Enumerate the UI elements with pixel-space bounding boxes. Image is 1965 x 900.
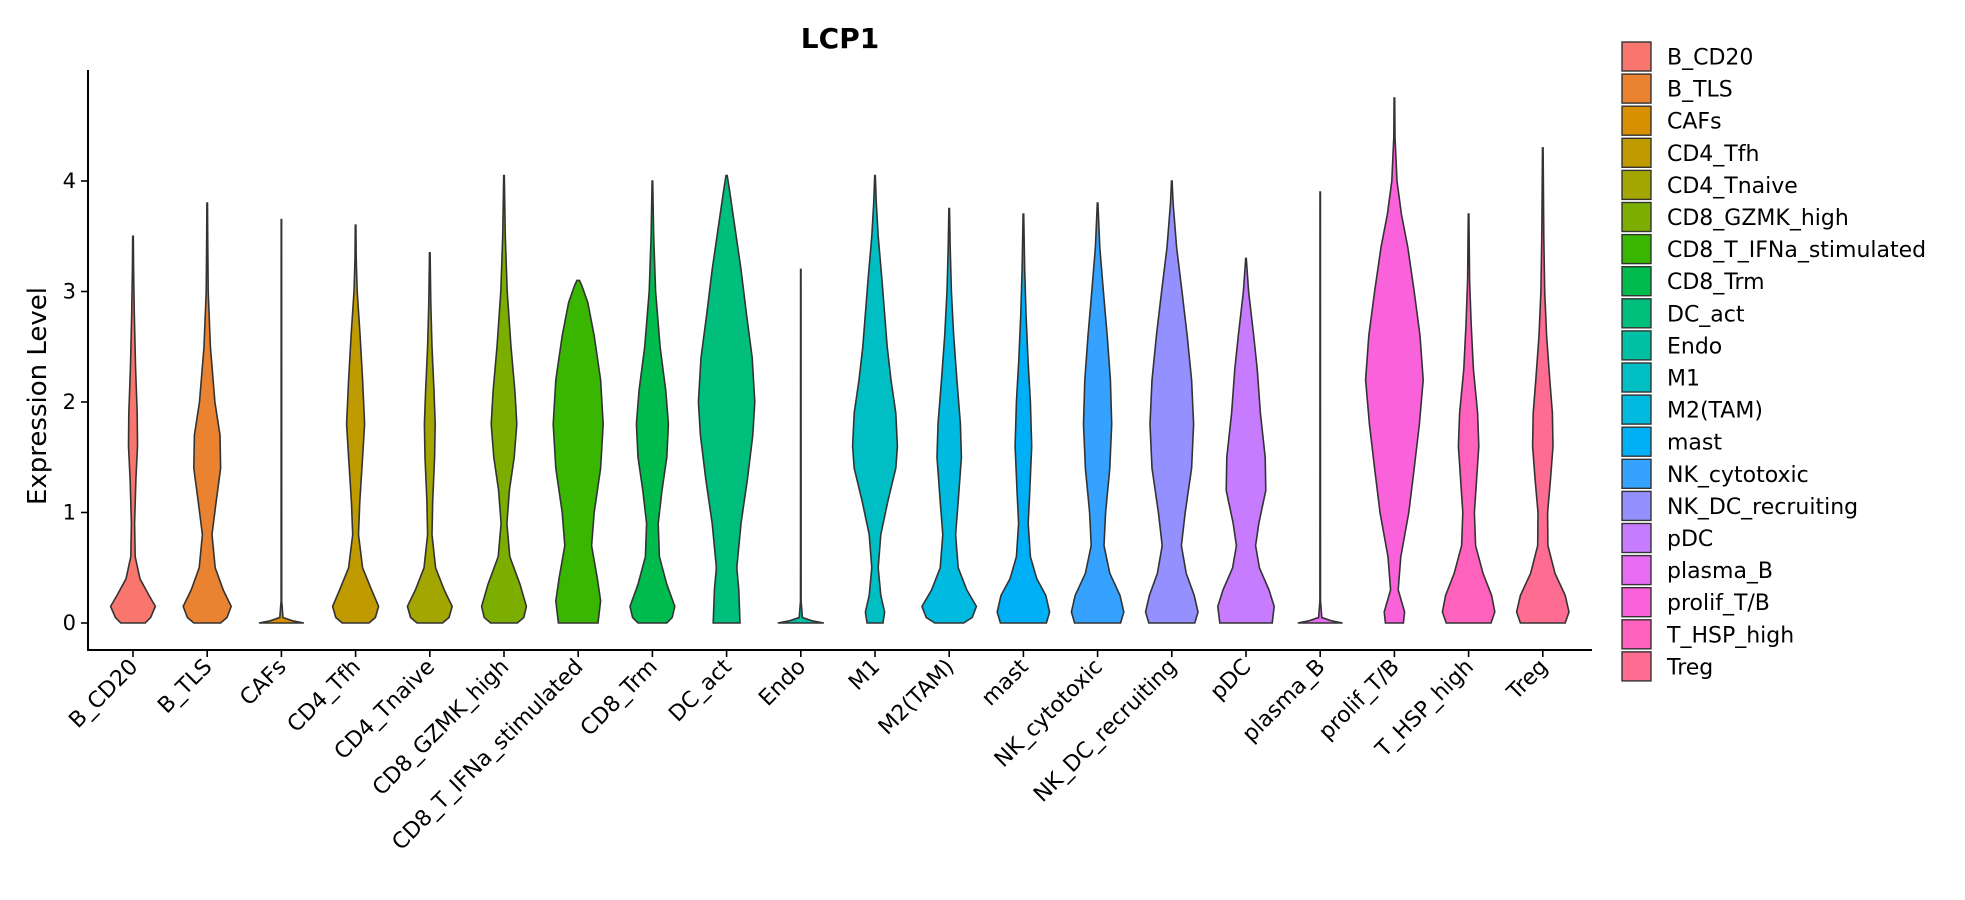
x-tick-label: CAFs bbox=[235, 655, 291, 711]
legend-swatch bbox=[1621, 619, 1652, 650]
y-ticks: 0 1 2 3 4 bbox=[63, 169, 88, 635]
x-tick-label: CD8_Trm bbox=[576, 655, 663, 742]
violin-cd8-gzmk-high bbox=[480, 174, 528, 624]
y-axis-label: Expression Level bbox=[23, 287, 53, 505]
x-tick-label: CD8_GZMK_high bbox=[368, 655, 514, 801]
violin-dc-act bbox=[697, 174, 756, 624]
legend-label: NK_cytotoxic bbox=[1667, 463, 1809, 488]
x-tick-label: B_TLS bbox=[153, 655, 217, 719]
legend: B_CD20 B_TLS CAFs CD4_Tfh CD4_Tnaive CD8_GZMK… bbox=[1621, 41, 1926, 682]
legend-label: T_HSP_high bbox=[1666, 623, 1794, 648]
legend-label: CD8_T_IFNa_stimulated bbox=[1667, 238, 1926, 263]
legend-swatch bbox=[1621, 458, 1652, 489]
legend-swatch bbox=[1621, 330, 1652, 361]
legend-label: M2(TAM) bbox=[1667, 399, 1763, 424]
violin-b-cd20 bbox=[109, 235, 157, 624]
axes bbox=[87, 70, 1592, 651]
legend-label: B_CD20 bbox=[1667, 46, 1753, 71]
x-tick-label: mast bbox=[977, 654, 1034, 711]
violin-cafs bbox=[258, 218, 304, 624]
legend-label: Treg bbox=[1666, 655, 1713, 680]
x-tick-label: M1 bbox=[844, 655, 885, 696]
legend-swatch bbox=[1621, 169, 1652, 201]
violin-t-hsp-high bbox=[1441, 213, 1496, 624]
violin-treg bbox=[1515, 147, 1570, 624]
violin-cd8-t-ifna-stimulated bbox=[552, 279, 605, 624]
legend-swatch bbox=[1621, 137, 1652, 169]
y-tick-label: 0 bbox=[63, 611, 76, 635]
legend-label: plasma_B bbox=[1667, 559, 1773, 584]
legend-swatch bbox=[1621, 233, 1652, 265]
legend-swatch bbox=[1621, 201, 1652, 233]
legend-swatch bbox=[1621, 394, 1652, 425]
violin-endo bbox=[777, 268, 824, 624]
y-tick-label: 4 bbox=[63, 169, 76, 193]
legend-label: M1 bbox=[1667, 367, 1700, 392]
violin-layer bbox=[109, 97, 1570, 624]
violin-cd4-tfh bbox=[331, 224, 380, 624]
x-ticks: B_CD20 B_TLS CAFsCD4_TfhCD4_TnaiveCD8_GZMK… bbox=[64, 650, 1553, 855]
violin-cd8-trm bbox=[629, 180, 676, 624]
x-tick-label: Endo bbox=[754, 655, 811, 712]
x-tick-label: pDC bbox=[1206, 655, 1256, 705]
violin-b-tls bbox=[182, 202, 233, 624]
legend-label: Endo bbox=[1667, 334, 1722, 359]
violin-m2-tam- bbox=[921, 207, 978, 624]
legend-label: DC_act bbox=[1667, 302, 1745, 327]
legend-swatch bbox=[1621, 105, 1652, 136]
legend-swatch bbox=[1621, 41, 1652, 72]
violin-pdc bbox=[1216, 257, 1276, 624]
legend-label: pDC bbox=[1667, 527, 1713, 552]
y-tick-label: 1 bbox=[63, 501, 76, 525]
violin-mast bbox=[996, 213, 1051, 624]
violin-nk-cytotoxic bbox=[1070, 202, 1125, 624]
legend-label: CAFs bbox=[1667, 110, 1722, 135]
violin-cd4-tnaive bbox=[406, 252, 454, 624]
legend-label: CD4_Tnaive bbox=[1667, 174, 1798, 199]
legend-swatch bbox=[1621, 554, 1652, 586]
legend-swatch bbox=[1621, 587, 1652, 618]
legend-swatch bbox=[1621, 362, 1652, 393]
chart-title: LCP1 bbox=[801, 22, 879, 55]
legend-label: B_TLS bbox=[1667, 78, 1733, 103]
legend-swatch bbox=[1621, 522, 1652, 554]
legend-label: CD8_GZMK_high bbox=[1667, 206, 1849, 231]
legend-swatch bbox=[1621, 266, 1652, 297]
x-tick-label: NK_DC_recruiting bbox=[1029, 655, 1182, 808]
legend-label: CD8_Trm bbox=[1667, 270, 1765, 295]
x-tick-label: Treg bbox=[1502, 655, 1553, 706]
legend-swatch bbox=[1621, 73, 1652, 104]
legend-label: NK_DC_recruiting bbox=[1667, 495, 1858, 520]
violin-m1 bbox=[851, 174, 899, 624]
violin-prolif-t-b bbox=[1364, 97, 1425, 624]
legend-label: mast bbox=[1667, 431, 1722, 456]
legend-label: prolif_T/B bbox=[1667, 591, 1770, 616]
violin-plasma-b bbox=[1297, 191, 1343, 624]
legend-swatch bbox=[1621, 651, 1652, 682]
legend-swatch bbox=[1621, 426, 1652, 457]
x-tick-label: B_CD20 bbox=[64, 655, 143, 734]
x-tick-label: DC_act bbox=[664, 654, 737, 727]
legend-label: CD4_Tfh bbox=[1667, 142, 1759, 167]
y-tick-label: 3 bbox=[63, 280, 76, 304]
y-tick-label: 2 bbox=[63, 390, 76, 414]
violin-nk-dc-recruiting bbox=[1144, 180, 1199, 624]
x-tick-label: M2(TAM) bbox=[874, 655, 959, 740]
legend-swatch bbox=[1621, 298, 1652, 329]
legend-swatch bbox=[1621, 490, 1652, 522]
